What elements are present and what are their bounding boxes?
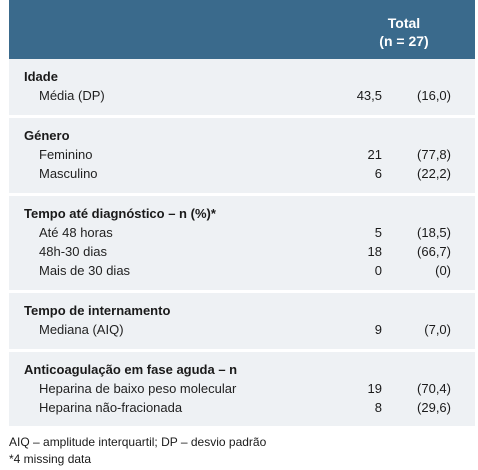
table-row: Média (DP) 43,5 (16,0) — [9, 86, 475, 106]
hbpm-value: 19 — [367, 381, 382, 396]
48h30d-label: 48h-30 dias — [39, 244, 107, 259]
genero-label: Género — [24, 128, 70, 143]
mais30-label: Mais de 30 dias — [39, 263, 131, 278]
48h30d-pct: (66,7) — [417, 244, 451, 259]
feminino-label: Feminino — [39, 147, 93, 162]
mais30-value: 0 — [374, 263, 382, 278]
anticoag-label: Anticoagulação em fase aguda – n — [24, 362, 238, 377]
hbpm-pct: (70,4) — [417, 381, 451, 396]
missing-footnote: *4 missing data — [9, 452, 92, 466]
section-divider — [9, 193, 475, 196]
48h30d-value: 18 — [367, 244, 382, 259]
masculino-pct: (22,2) — [417, 166, 451, 181]
mediana-label: Mediana (AIQ) — [39, 322, 124, 337]
internamento-label: Tempo de internamento — [24, 303, 171, 318]
tempo-diag-label: Tempo até diagnóstico – n (%)* — [24, 206, 216, 221]
feminino-value: 21 — [367, 147, 382, 162]
header-total: Total (n = 27) — [349, 14, 459, 50]
hnf-label: Heparina não-fracionada — [39, 400, 183, 415]
media-value: 43,5 — [356, 88, 382, 103]
media-sd: (16,0) — [417, 88, 451, 103]
mediana-iqr: (7,0) — [424, 322, 451, 337]
hnf-pct: (29,6) — [417, 400, 451, 415]
tempo-diag-heading-row: Tempo até diagnóstico – n (%)* — [9, 204, 475, 224]
section-divider — [9, 290, 475, 293]
table-row: Heparina de baixo peso molecular 19 (70,… — [9, 379, 475, 399]
total-label: Total — [387, 15, 421, 31]
ate48-pct: (18,5) — [417, 225, 451, 240]
table-header: Total (n = 27) — [9, 0, 475, 59]
table-row: Mais de 30 dias 0 (0) — [9, 261, 475, 281]
internamento-heading-row: Tempo de internamento — [9, 301, 475, 321]
hnf-value: 8 — [374, 400, 382, 415]
hbpm-label: Heparina de baixo peso molecular — [39, 381, 237, 396]
feminino-pct: (77,8) — [417, 147, 451, 162]
table-row: Feminino 21 (77,8) — [9, 145, 475, 165]
idade-heading-row: Idade — [9, 67, 475, 87]
anticoag-heading-row: Anticoagulação em fase aguda – n — [9, 360, 475, 380]
mais30-pct: (0) — [435, 263, 451, 278]
section-divider — [9, 349, 475, 352]
table-row: Mediana (AIQ) 9 (7,0) — [9, 320, 475, 340]
table-row: Masculino 6 (22,2) — [9, 164, 475, 184]
media-label: Média (DP) — [39, 88, 105, 103]
genero-heading-row: Género — [9, 126, 475, 146]
data-table: Total (n = 27) Idade Média (DP) 43,5 (16… — [9, 0, 475, 426]
table-row: Heparina não-fracionada 8 (29,6) — [9, 398, 475, 418]
masculino-value: 6 — [374, 166, 382, 181]
ate48-label: Até 48 horas — [39, 225, 113, 240]
mediana-value: 9 — [374, 322, 382, 337]
masculino-label: Masculino — [39, 166, 98, 181]
idade-label: Idade — [24, 69, 58, 84]
table-row: 48h-30 dias 18 (66,7) — [9, 242, 475, 262]
table-row: Até 48 horas 5 (18,5) — [9, 223, 475, 243]
section-divider — [9, 115, 475, 118]
abbrev-footnote: AIQ – amplitude interquartil; DP – desvi… — [9, 435, 267, 449]
n-label: (n = 27) — [379, 33, 429, 49]
ate48-value: 5 — [374, 225, 382, 240]
